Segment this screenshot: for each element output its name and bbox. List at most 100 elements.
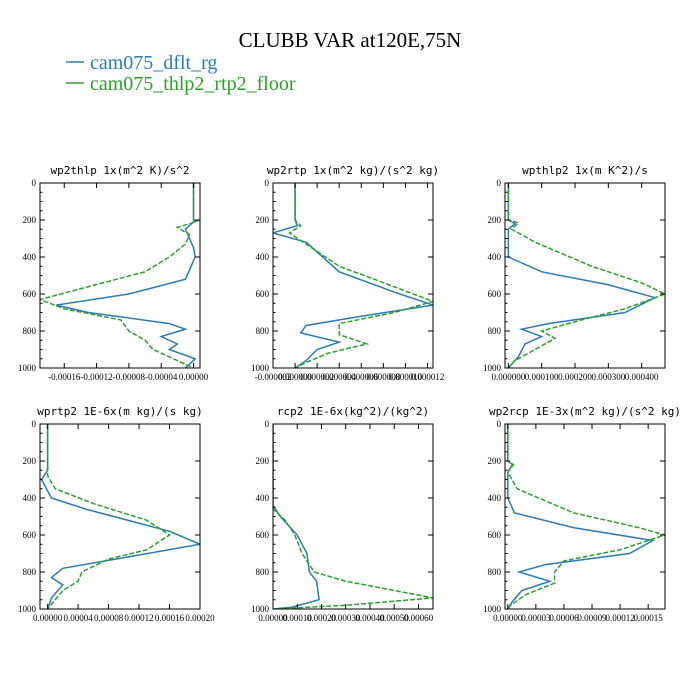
x-tick-label: 0.000010: [389, 372, 423, 382]
y-tick-label: 0: [32, 178, 37, 188]
series-line-dflt: [55, 183, 200, 368]
legend-label-dflt: cam075_dflt_rg: [90, 52, 217, 74]
x-tick-label: 0.000006: [344, 372, 378, 382]
y-tick-label: 0: [265, 178, 270, 188]
y-tick-label: 600: [23, 289, 37, 299]
x-tick-label: 0.00015: [634, 613, 664, 623]
plot-frame: [39, 423, 201, 610]
x-tick-label: 0.000100: [525, 372, 559, 382]
y-tick-label: 0: [497, 178, 502, 188]
subplot-title: wp2thlp 1x(m^2 K)/s^2: [50, 164, 189, 177]
y-tick-label: 200: [23, 215, 37, 225]
subplot-4: wprtp2 1E-6x(m kg)/(s kg)0 200 400 600 800 10…: [18, 405, 215, 623]
y-tick-label: 600: [23, 530, 37, 540]
x-tick-label: 0.000400: [625, 372, 659, 382]
x-tick-label: 0.00030: [331, 613, 361, 623]
subplot-1: wp2thlp 1x(m^2 K)/s^2 0 200 400 600 800 1000 -0…: [18, 164, 209, 382]
legend-label-floor: cam075_thlp2_rtp2_floor: [90, 73, 296, 95]
x-tick-label: 0.000004: [322, 372, 356, 382]
legend-item-dflt: cam075_dflt_rg: [66, 52, 217, 74]
y-tick-label: 800: [256, 326, 270, 336]
x-tick-label: 0.00000: [179, 372, 209, 382]
x-tick-label: 0.000000: [278, 372, 312, 382]
x-tick-label: 0.000002: [300, 372, 334, 382]
x-tick-label: 0.00000: [493, 613, 523, 623]
x-tick-label: 0.00010: [283, 613, 313, 623]
y-tick-label: 800: [23, 567, 37, 577]
x-tick-label: 0.000000: [491, 372, 525, 382]
y-tick-label: 0: [497, 419, 502, 429]
x-tick-label: -0.00004: [145, 372, 178, 382]
y-tick-label: 600: [256, 530, 270, 540]
series-line-floor: [46, 424, 171, 609]
subplot-title: wpthlp2 1x(m K^2)/s: [522, 164, 648, 177]
x-tick-label: 0.00016: [155, 613, 185, 623]
subplot-6: wp2rcp 1E-3x(m^2 kg)/(s^2 kg)0 200 400 600 8…: [483, 405, 681, 623]
x-tick-label: 0.00020: [307, 613, 337, 623]
series-line-dflt: [507, 183, 658, 368]
x-tick-label: -0.00016: [48, 372, 81, 382]
series-line-dflt: [273, 183, 433, 368]
x-tick-label: 0.000200: [558, 372, 592, 382]
plot-frame: [504, 182, 666, 369]
y-tick-label: 200: [23, 456, 37, 466]
x-tick-label: 0.00008: [94, 613, 124, 623]
y-tick-label: 600: [488, 289, 502, 299]
legend: cam075_dflt_rg cam075_thlp2_rtp2_floor: [66, 52, 296, 95]
x-tick-label: 0.00012: [605, 613, 634, 623]
subplot-title: rcp2 1E-6x(kg^2)/(kg^2): [277, 405, 429, 418]
y-tick-label: 400: [256, 493, 270, 503]
subplot-title: wp2rcp 1E-3x(m^2 kg)/(s^2 kg): [489, 405, 681, 418]
x-tick-label: 0.00006: [549, 613, 579, 623]
plot-frame: [272, 423, 434, 610]
y-tick-label: 800: [488, 326, 502, 336]
y-tick-label: 400: [256, 252, 270, 262]
y-tick-label: 0: [265, 419, 270, 429]
y-tick-label: 600: [256, 289, 270, 299]
y-tick-label: 0: [32, 419, 37, 429]
subplot-title: wp2rtp 1x(m^2 kg)/(s^2 kg): [267, 164, 439, 177]
plot-frame: [39, 182, 201, 369]
y-tick-label: 1000: [18, 604, 37, 614]
y-tick-label: 400: [488, 493, 502, 503]
y-tick-label: 200: [488, 456, 502, 466]
x-tick-label: 0.000008: [366, 372, 400, 382]
subplot-5: rcp2 1E-6x(kg^2)/(kg^2) 0 200 400 600 800 1000…: [251, 405, 434, 623]
x-tick-label: 0.00003: [521, 613, 551, 623]
series-line-floor: [40, 183, 198, 368]
y-tick-label: 200: [256, 456, 270, 466]
series-line-floor: [506, 424, 665, 609]
y-tick-label: 400: [488, 252, 502, 262]
x-tick-label: 0.00020: [185, 613, 215, 623]
subplot-grid: wp2thlp 1x(m^2 K)/s^202004006008001000-0…: [18, 164, 681, 623]
x-tick-label: 0.00004: [63, 613, 93, 623]
x-tick-label: 0.00012: [124, 613, 153, 623]
subplot-title: wprtp2 1E-6x(m kg)/(s kg): [37, 405, 203, 418]
x-tick-label: 0.00050: [380, 613, 410, 623]
y-tick-label: 400: [23, 493, 37, 503]
series-line-dflt: [273, 424, 320, 609]
y-tick-label: 200: [256, 215, 270, 225]
y-tick-label: 200: [488, 215, 502, 225]
y-tick-label: 1000: [18, 363, 37, 373]
y-tick-label: 1000: [483, 604, 502, 614]
series-line-dflt: [40, 424, 200, 609]
x-tick-label: -0.00008: [113, 372, 146, 382]
y-tick-label: 800: [488, 567, 502, 577]
y-tick-label: 800: [23, 326, 37, 336]
subplot-2: wp2rtp 1x(m^2 kg)/(s^2 kg)0 200 400 600 800 1…: [251, 164, 444, 382]
series-line-floor: [288, 183, 433, 368]
x-tick-label: 0.00009: [577, 613, 607, 623]
x-tick-label: 0.00060: [404, 613, 434, 623]
x-tick-label: 0.000300: [591, 372, 625, 382]
x-tick-label: 0.000012: [411, 372, 445, 382]
y-tick-label: 1000: [251, 604, 270, 614]
legend-item-floor: cam075_thlp2_rtp2_floor: [66, 73, 296, 95]
y-tick-label: 600: [488, 530, 502, 540]
series-line-dflt: [507, 424, 656, 609]
plot-frame: [272, 182, 434, 369]
subplot-3: wpthlp2 1x(m K^2)/s020040060080010000.00…: [483, 164, 666, 382]
y-tick-label: 1000: [251, 363, 270, 373]
x-tick-label: -0.000002: [255, 372, 292, 382]
